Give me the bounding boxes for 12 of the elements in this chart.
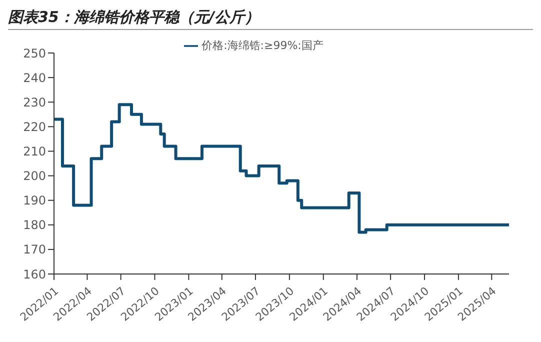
legend-label: 价格:海绵锆:≥99%:国产 bbox=[202, 39, 324, 52]
y-tick-label: 200 bbox=[23, 169, 46, 184]
chart-title: 图表35：海绵锆价格平稳（元/公斤） bbox=[8, 8, 533, 30]
y-tick-label: 220 bbox=[23, 120, 46, 134]
y-tick-label: 180 bbox=[23, 218, 46, 232]
y-tick-label: 170 bbox=[23, 242, 46, 257]
y-tick-label: 240 bbox=[23, 70, 46, 85]
y-tick-label: 230 bbox=[23, 95, 46, 110]
y-tick-label: 250 bbox=[23, 46, 46, 60]
y-tick-label: 210 bbox=[23, 144, 46, 158]
y-tick-label: 160 bbox=[23, 267, 46, 282]
y-tick-label: 190 bbox=[23, 194, 46, 208]
